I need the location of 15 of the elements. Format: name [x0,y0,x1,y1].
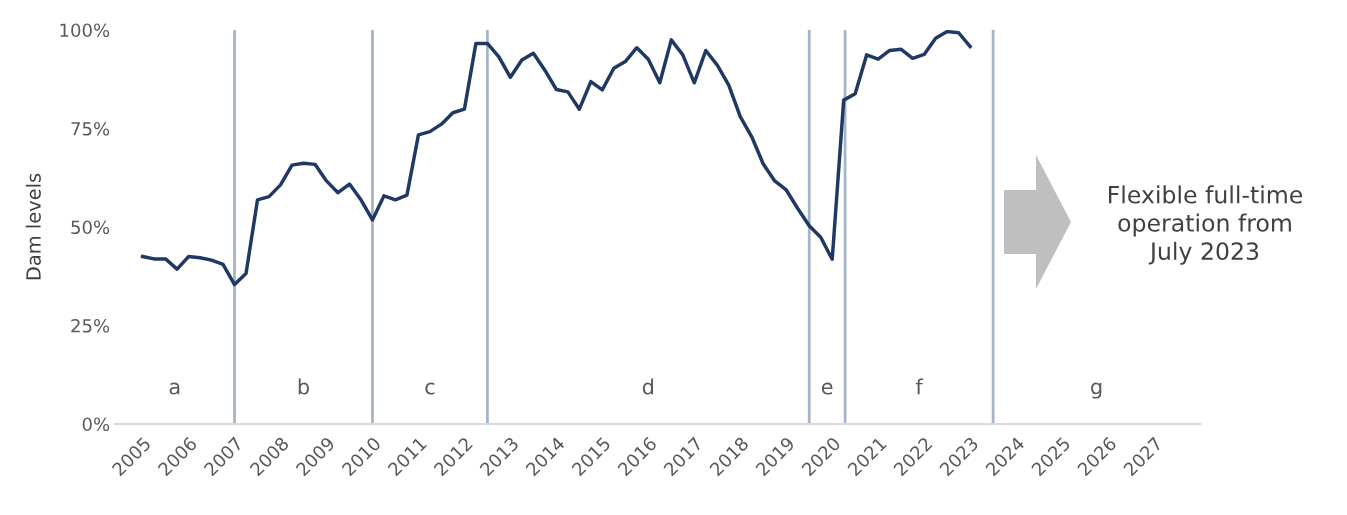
annotation: f [915,378,924,395]
annotation: g [1091,382,1102,399]
y-tick-label: 75% [71,121,110,136]
annotation: c [425,382,435,395]
annotation: Flexible full-time operation from July 2023 [1109,185,1303,265]
annotation: e [821,382,833,395]
y-tick-label: 50% [71,220,110,235]
annotation: d [642,378,654,395]
line-series [140,30,972,287]
annotation: a [169,382,180,395]
y-tick-label: 100% [60,23,110,38]
annotation: b [298,378,309,395]
y-axis-title: Dam levels [25,173,41,280]
y-tick-label: 25% [71,318,110,333]
y-tick-label: 0% [82,417,110,432]
